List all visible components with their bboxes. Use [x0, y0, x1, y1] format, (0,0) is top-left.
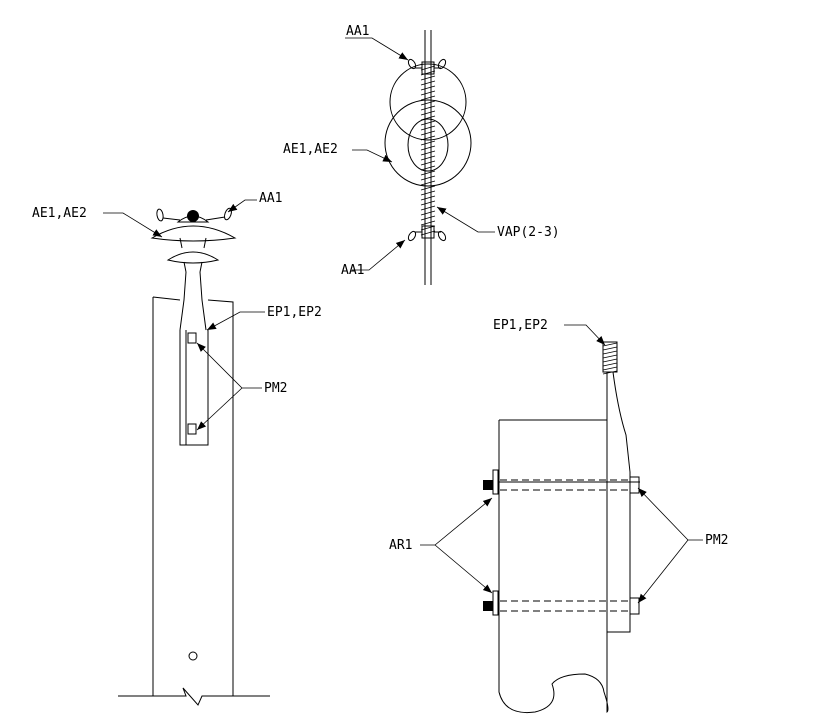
label-ep1-ep2-left: EP1,EP2 [267, 305, 322, 320]
pole-hole-icon [188, 651, 198, 661]
insulator-top-skirt [389, 63, 467, 141]
insulator-base-lines [183, 261, 203, 273]
label-aa1-top: AA1 [346, 24, 369, 39]
conductor-hatch [420, 65, 436, 236]
insulator-cap [176, 215, 210, 223]
bolt-lower [483, 590, 640, 616]
pole-insulator-view [118, 207, 270, 706]
pole-left-edge [152, 296, 181, 696]
leader-pm2-left-bottom [196, 387, 243, 431]
label-ar1: AR1 [389, 538, 412, 553]
leader-vap [436, 206, 495, 233]
tie-end-icon [407, 58, 417, 70]
pin-bracket [179, 330, 209, 446]
label-aa1-left: AA1 [259, 191, 282, 206]
tie-end-icon [156, 208, 164, 222]
leader-pm2-right-bottom [637, 539, 689, 604]
label-ae1-ae2-top: AE1,AE2 [283, 142, 338, 157]
tie-end-icon [407, 230, 417, 242]
label-ae1-ae2-left: AE1,AE2 [32, 206, 87, 221]
insulator-pin [179, 271, 207, 331]
leader-ae1-ae2-top [352, 149, 393, 163]
flat-bar [606, 372, 631, 633]
insulator-neck-lines [179, 237, 207, 249]
insulator-bottom-skirt [384, 99, 472, 187]
label-ep1-ep2-right: EP1,EP2 [493, 318, 548, 333]
leader-pm2-left-top [196, 342, 262, 389]
tie-wires [415, 67, 441, 233]
leader-aa1-left [227, 199, 257, 213]
label-pm2-right: PM2 [705, 533, 728, 548]
pin-thread-icon [602, 342, 618, 375]
leader-ar1-top [420, 497, 493, 546]
pole-outline [498, 420, 609, 714]
leader-ep1-ep2-left [206, 311, 265, 331]
insulator-tie-detail [384, 30, 472, 285]
bolt-square-bottom [187, 423, 197, 435]
leader-aa1-top [345, 37, 409, 61]
flat-bar-bend [612, 371, 631, 473]
pole-right-edge [207, 299, 234, 696]
bolt-square-top [187, 332, 197, 344]
label-vap: VAP(2-3) [497, 225, 560, 240]
label-pm2-left: PM2 [264, 381, 287, 396]
leader-ep1-ep2-right [564, 324, 606, 346]
insulator-top-shed [150, 225, 237, 242]
pole-side-view [483, 341, 640, 714]
leader-ar1-bottom [434, 544, 493, 594]
insulator-neck [407, 118, 449, 172]
leader-aa1-bottom [352, 239, 406, 271]
ground-break-line [118, 687, 270, 706]
tie-wires [162, 216, 226, 221]
label-aa1-bottom: AA1 [341, 263, 364, 278]
leader-ae1-ae2-left [103, 212, 163, 238]
leader-pm2-right-top [637, 487, 703, 541]
insulator-lower-shed [166, 251, 220, 264]
bolt-upper [483, 469, 640, 495]
